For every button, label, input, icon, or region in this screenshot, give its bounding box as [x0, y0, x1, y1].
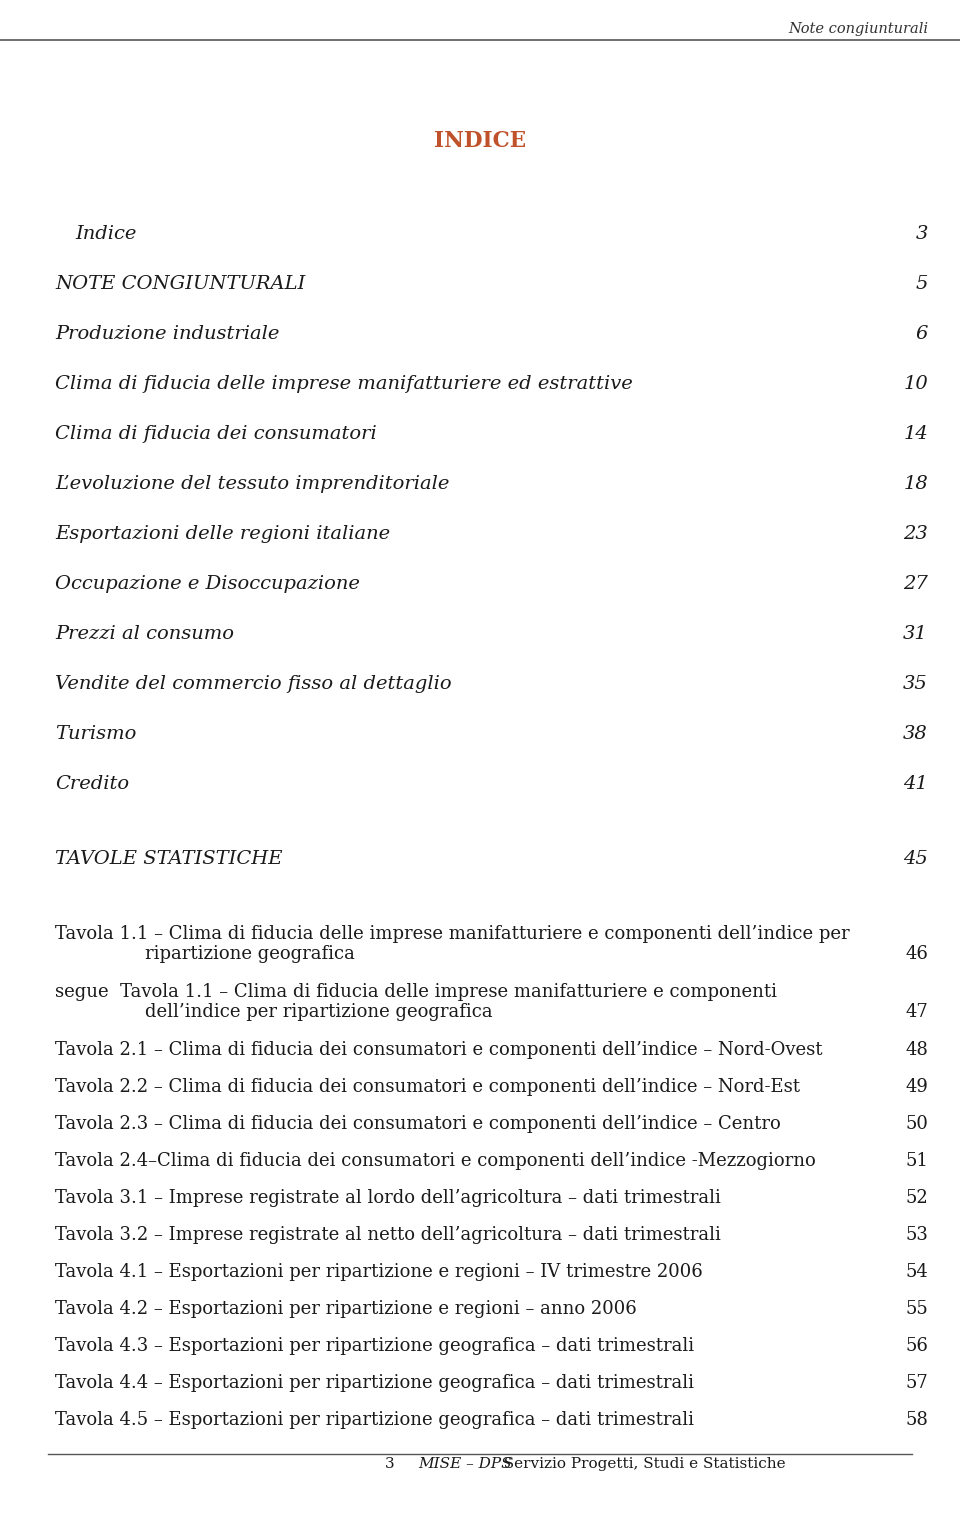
Text: Occupazione e Disoccupazione: Occupazione e Disoccupazione [55, 575, 360, 593]
Text: Tavola 4.4 – Esportazioni per ripartizione geografica – dati trimestrali: Tavola 4.4 – Esportazioni per ripartizio… [55, 1373, 694, 1392]
Text: 58: 58 [905, 1411, 928, 1430]
Text: Note congiunturali: Note congiunturali [788, 23, 928, 36]
Text: NOTE CONGIUNTURALI: NOTE CONGIUNTURALI [55, 274, 305, 293]
Text: 47: 47 [905, 1004, 928, 1020]
Text: 41: 41 [903, 775, 928, 793]
Text: Tavola 3.1 – Imprese registrate al lordo dell’agricoltura – dati trimestrali: Tavola 3.1 – Imprese registrate al lordo… [55, 1189, 721, 1207]
Text: 46: 46 [905, 944, 928, 963]
Text: 14: 14 [903, 424, 928, 443]
Text: 31: 31 [903, 625, 928, 643]
Text: 49: 49 [905, 1078, 928, 1096]
Text: 48: 48 [905, 1041, 928, 1060]
Text: 3: 3 [385, 1457, 395, 1471]
Text: Tavola 1.1 – Clima di fiducia delle imprese manifatturiere e componenti dell’ind: Tavola 1.1 – Clima di fiducia delle impr… [55, 925, 850, 943]
Text: Tavola 2.3 – Clima di fiducia dei consumatori e componenti dell’indice – Centro: Tavola 2.3 – Clima di fiducia dei consum… [55, 1114, 780, 1132]
Text: 35: 35 [903, 675, 928, 693]
Text: 3: 3 [916, 224, 928, 243]
Text: 52: 52 [905, 1189, 928, 1207]
Text: Tavola 2.4–Clima di fiducia dei consumatori e componenti dell’indice -Mezzogiorn: Tavola 2.4–Clima di fiducia dei consumat… [55, 1152, 816, 1170]
Text: 27: 27 [903, 575, 928, 593]
Text: dell’indice per ripartizione geografica: dell’indice per ripartizione geografica [145, 1004, 492, 1020]
Text: Tavola 4.5 – Esportazioni per ripartizione geografica – dati trimestrali: Tavola 4.5 – Esportazioni per ripartizio… [55, 1411, 694, 1430]
Text: 23: 23 [903, 525, 928, 543]
Text: Vendite del commercio fisso al dettaglio: Vendite del commercio fisso al dettaglio [55, 675, 451, 693]
Text: Esportazioni delle regioni italiane: Esportazioni delle regioni italiane [55, 525, 390, 543]
Text: ripartizione geografica: ripartizione geografica [145, 944, 355, 963]
Text: MISE – DPS: MISE – DPS [418, 1457, 512, 1471]
Text: Tavola 4.2 – Esportazioni per ripartizione e regioni – anno 2006: Tavola 4.2 – Esportazioni per ripartizio… [55, 1301, 636, 1317]
Text: Tavola 4.3 – Esportazioni per ripartizione geografica – dati trimestrali: Tavola 4.3 – Esportazioni per ripartizio… [55, 1337, 694, 1355]
Text: 51: 51 [905, 1152, 928, 1170]
Text: 38: 38 [903, 725, 928, 743]
Text: Credito: Credito [55, 775, 130, 793]
Text: 10: 10 [903, 374, 928, 393]
Text: 56: 56 [905, 1337, 928, 1355]
Text: 50: 50 [905, 1114, 928, 1132]
Text: 55: 55 [905, 1301, 928, 1317]
Text: Turismo: Turismo [55, 725, 136, 743]
Text: TAVOLE STATISTICHE: TAVOLE STATISTICHE [55, 850, 282, 869]
Text: INDICE: INDICE [434, 130, 526, 152]
Text: 18: 18 [903, 475, 928, 493]
Text: Tavola 3.2 – Imprese registrate al netto dell’agricoltura – dati trimestrali: Tavola 3.2 – Imprese registrate al netto… [55, 1226, 721, 1245]
Text: 5: 5 [916, 274, 928, 293]
Text: segue  Tavola 1.1 – Clima di fiducia delle imprese manifatturiere e componenti: segue Tavola 1.1 – Clima di fiducia dell… [55, 982, 777, 1001]
Text: 57: 57 [905, 1373, 928, 1392]
Text: Prezzi al consumo: Prezzi al consumo [55, 625, 234, 643]
Text: L’evoluzione del tessuto imprenditoriale: L’evoluzione del tessuto imprenditoriale [55, 475, 449, 493]
Text: Tavola 2.2 – Clima di fiducia dei consumatori e componenti dell’indice – Nord-Es: Tavola 2.2 – Clima di fiducia dei consum… [55, 1078, 800, 1096]
Text: Tavola 4.1 – Esportazioni per ripartizione e regioni – IV trimestre 2006: Tavola 4.1 – Esportazioni per ripartizio… [55, 1263, 703, 1281]
Text: 6: 6 [916, 324, 928, 343]
Text: Clima di fiducia delle imprese manifatturiere ed estrattive: Clima di fiducia delle imprese manifattu… [55, 374, 633, 393]
Text: 53: 53 [905, 1226, 928, 1245]
Text: Servizio Progetti, Studi e Statistiche: Servizio Progetti, Studi e Statistiche [494, 1457, 785, 1471]
Text: Indice: Indice [75, 224, 136, 243]
Text: Clima di fiducia dei consumatori: Clima di fiducia dei consumatori [55, 424, 376, 443]
Text: Produzione industriale: Produzione industriale [55, 324, 279, 343]
Text: 54: 54 [905, 1263, 928, 1281]
Text: Tavola 2.1 – Clima di fiducia dei consumatori e componenti dell’indice – Nord-Ov: Tavola 2.1 – Clima di fiducia dei consum… [55, 1041, 823, 1060]
Text: 45: 45 [903, 850, 928, 869]
